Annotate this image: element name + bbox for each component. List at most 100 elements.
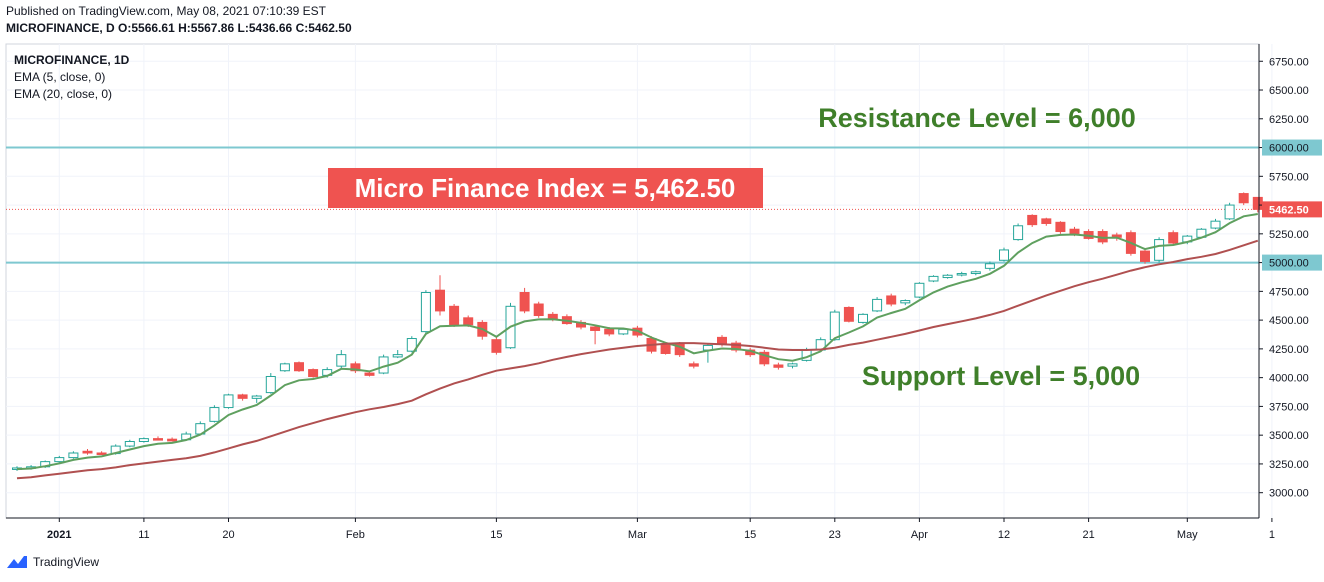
time-tick-label: Apr [911, 529, 928, 541]
candle-body [956, 273, 967, 276]
candle-body [759, 351, 770, 365]
candle-body [420, 292, 431, 333]
time-tick-label: 21 [1082, 529, 1094, 541]
high-label: H: [178, 21, 191, 35]
time-tick-label: May [1177, 529, 1198, 541]
level-price-tag [1262, 139, 1322, 156]
candle-body [1168, 232, 1179, 244]
annotations: Resistance Level = 6,000 Support Level = … [328, 103, 1140, 391]
price-tick-label: 6250.00 [1269, 114, 1309, 126]
brand-name: TradingView [33, 555, 100, 569]
ema-lines [16, 213, 1259, 480]
candle-body [294, 362, 304, 372]
candle-body [435, 289, 445, 312]
candle-body [900, 300, 911, 304]
ohlc-header: MICROFINANCE, D O:5566.61 H:5567.86 L: 54… [6, 21, 352, 35]
candle-body [167, 438, 178, 442]
candle-body [54, 457, 65, 463]
price-tick-label: 3500.00 [1269, 430, 1309, 442]
ema20-line [16, 239, 1259, 480]
index-callout-box [328, 168, 763, 208]
candle-body [1055, 221, 1066, 233]
candle-body [96, 452, 107, 455]
candle-body [449, 305, 460, 326]
candle-body [350, 363, 361, 372]
price-tick-label: 3250.00 [1269, 459, 1309, 471]
index-callout-text: Micro Finance Index = 5,462.50 [355, 173, 736, 203]
candle-body [124, 440, 135, 447]
legend-ema20: EMA (20, close, 0) [14, 87, 112, 101]
candle-body [858, 313, 868, 323]
time-axis[interactable]: 2021 11 20 Feb 15 Mar 15 23 Apr 12 21 May 1 [6, 517, 1275, 541]
time-tick-label: 2021 [47, 529, 71, 541]
candle-body [519, 292, 530, 312]
candle-body [336, 354, 347, 367]
candle-body [279, 363, 290, 372]
published-caption: Published on TradingView.com, May 08, 20… [6, 4, 326, 18]
price-tick-label: 4750.00 [1269, 286, 1309, 298]
candle-body [237, 394, 248, 399]
candle-body [688, 363, 699, 367]
support-annotation: Support Level = 5,000 [862, 361, 1140, 391]
time-tick-label: Feb [346, 529, 365, 541]
candle-body [491, 339, 502, 353]
candle-body [406, 338, 417, 352]
price-tick-label: 4250.00 [1269, 344, 1309, 356]
candle-body [618, 328, 629, 335]
candle-body [209, 407, 220, 422]
candle-body [928, 275, 939, 282]
candle-body [1252, 196, 1263, 210]
level-price-label: 5000.00 [1269, 258, 1309, 270]
candle-body [392, 354, 403, 358]
candle-body [999, 249, 1009, 261]
level-price-label: 6000.00 [1269, 143, 1309, 155]
candle-body [153, 438, 163, 441]
candle-body [829, 311, 840, 341]
price-tick-label: 4500.00 [1269, 315, 1309, 327]
level-price-tag [1262, 254, 1322, 271]
close-value: 5462.50 [308, 21, 352, 35]
high-value: 5567.86 [190, 21, 235, 35]
candle-body [984, 263, 995, 269]
candle-body [533, 303, 544, 317]
candle-body [138, 438, 149, 442]
candle-body [1224, 204, 1235, 220]
symbol-label: MICROFINANCE, D [6, 21, 115, 35]
open-label: O: [118, 21, 132, 35]
candle-body [1027, 214, 1038, 226]
level-lines [6, 146, 1259, 264]
price-tick-label: 6750.00 [1269, 56, 1309, 68]
time-tick-label: 12 [998, 529, 1010, 541]
candle-body [547, 313, 558, 320]
footer: TradingView [6, 555, 99, 569]
price-axis[interactable]: 3000.00 3250.00 3500.00 3750.00 4000.00 4250.… [1258, 44, 1322, 518]
last-price-tag [1262, 201, 1322, 218]
candle-body [265, 375, 276, 394]
candle-body [590, 326, 601, 331]
candle-body [1154, 239, 1165, 261]
candle-body [1069, 228, 1080, 235]
low-label: L: [237, 21, 249, 35]
time-tick-label: 11 [138, 529, 149, 541]
close-label: C: [295, 21, 309, 35]
open-value: 5566.61 [131, 21, 175, 35]
candle-body [364, 372, 375, 376]
candle-body [1140, 250, 1150, 262]
candle-body [1238, 193, 1249, 204]
candle-body [787, 363, 798, 367]
price-tick-label: 6500.00 [1269, 85, 1309, 97]
price-tick-label: 5750.00 [1269, 171, 1309, 183]
candle-body [660, 343, 671, 354]
price-tick-label: 3000.00 [1269, 488, 1309, 500]
price-tick-label: 3750.00 [1269, 401, 1309, 413]
candle-body [463, 317, 474, 326]
tradingview-logo-icon [7, 556, 27, 568]
candle-body [223, 394, 234, 409]
candle-body [82, 450, 93, 454]
time-tick-label: Mar [628, 529, 647, 541]
time-tick-label: 15 [490, 529, 502, 541]
resistance-annotation: Resistance Level = 6,000 [818, 103, 1135, 133]
candle-body [251, 395, 262, 399]
time-tick-label: 20 [222, 529, 234, 541]
